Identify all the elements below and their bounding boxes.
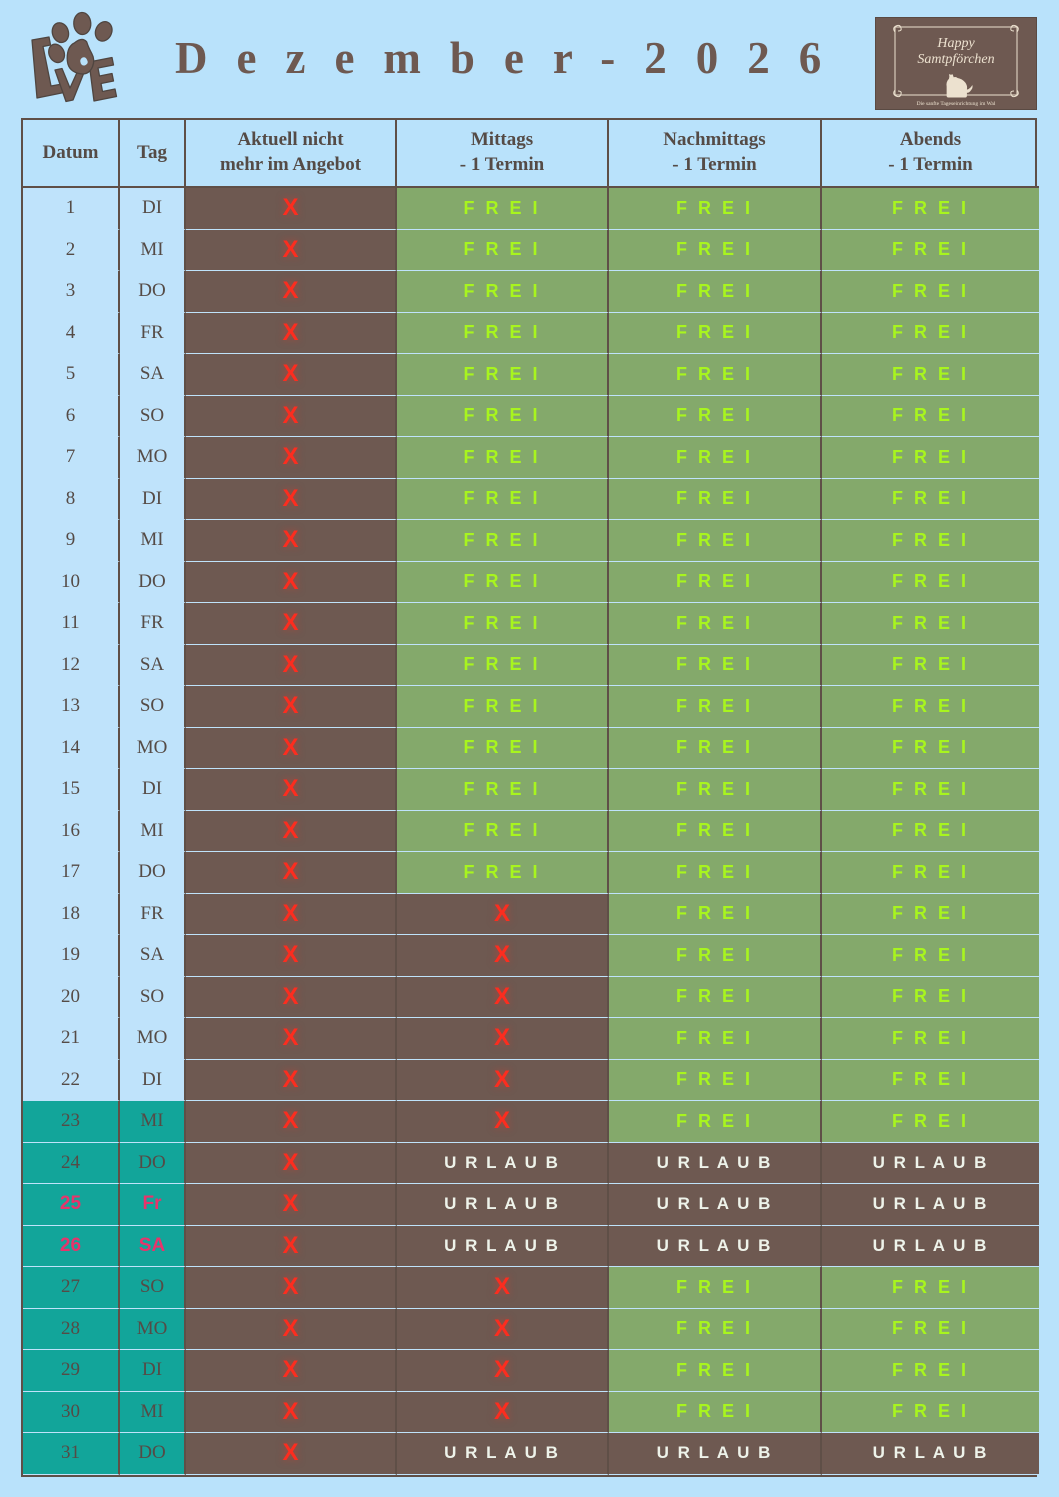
svg-text:Samtpförchen: Samtpförchen <box>917 52 994 67</box>
svg-text:Happy: Happy <box>936 36 975 51</box>
svg-text:Die sanfte Tageseinrichtung im: Die sanfte Tageseinrichtung im Wal <box>917 100 996 107</box>
